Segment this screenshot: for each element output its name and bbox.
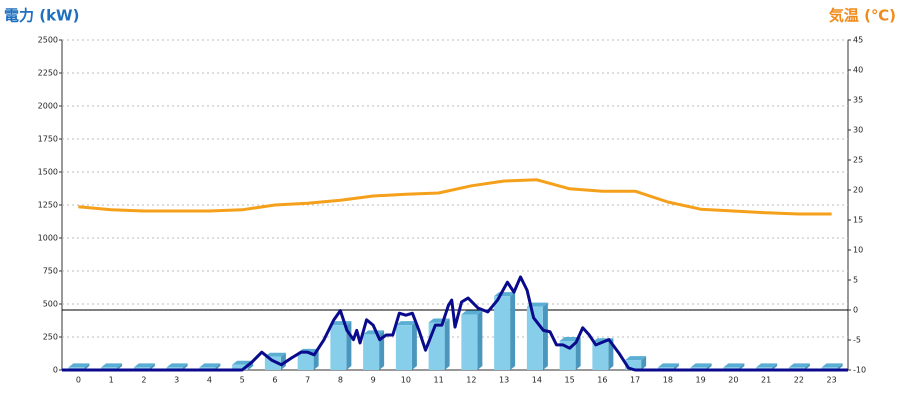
x-tick-label: 6 <box>272 376 277 385</box>
x-tick-label: 7 <box>305 376 310 385</box>
x-tick-label: 22 <box>794 376 804 385</box>
bar-side <box>510 292 516 370</box>
y2-tick-label: 25 <box>853 156 863 165</box>
x-tick-label: 15 <box>565 376 575 385</box>
y-tick-label: 2500 <box>38 36 58 45</box>
bar-side <box>117 363 123 370</box>
bar-top <box>199 363 221 368</box>
y-tick-label: 1250 <box>38 201 58 210</box>
x-tick-label: 17 <box>630 376 640 385</box>
y-axis-title: 電力 (kW) <box>4 7 79 25</box>
bar <box>264 356 281 370</box>
y-tick-label: 1750 <box>38 135 58 144</box>
y2-tick-label: 0 <box>853 306 858 315</box>
x-tick-label: 4 <box>207 376 212 385</box>
x-tick-label: 8 <box>338 376 343 385</box>
x-tick-label: 20 <box>728 376 738 385</box>
x-tick-label: 23 <box>827 376 837 385</box>
x-tick-label: 5 <box>240 376 245 385</box>
bar-side <box>149 363 155 370</box>
x-tick-label: 12 <box>466 376 476 385</box>
bar-side <box>673 363 679 370</box>
bar-side <box>444 318 450 370</box>
bar <box>526 306 543 370</box>
bar <box>461 314 478 370</box>
bar-top <box>101 363 123 368</box>
y2-tick-label: 5 <box>853 276 858 285</box>
bar-top <box>166 363 188 368</box>
y-tick-label: 500 <box>43 300 58 309</box>
x-tick-label: 10 <box>401 376 411 385</box>
x-tick-label: 18 <box>663 376 673 385</box>
x-tick-label: 14 <box>532 376 542 385</box>
y2-axis-title: 気温 (℃) <box>829 7 896 25</box>
bar-side <box>411 321 417 370</box>
x-tick-label: 21 <box>761 376 771 385</box>
bar <box>428 322 445 370</box>
bar-side <box>706 363 712 370</box>
x-tick-label: 19 <box>696 376 706 385</box>
bar-top <box>264 352 286 357</box>
bar-top <box>821 363 843 368</box>
y2-tick-label: 40 <box>853 66 863 75</box>
x-tick-label: 2 <box>141 376 146 385</box>
bar-top <box>723 363 745 368</box>
line <box>62 275 848 372</box>
bar-side <box>84 363 90 370</box>
y2-tick-label: 35 <box>853 96 863 105</box>
bar-top <box>559 336 581 341</box>
y2-tick-label: -5 <box>853 336 861 345</box>
bar-top <box>133 363 155 368</box>
bar-side <box>641 356 647 370</box>
bar <box>592 342 609 370</box>
y-tick-label: 1500 <box>38 168 58 177</box>
x-tick-label: 13 <box>499 376 509 385</box>
y-tick-label: 2000 <box>38 102 58 111</box>
y2-tick-label: 20 <box>853 186 863 195</box>
x-tick-label: 3 <box>174 376 179 385</box>
bar-top <box>395 321 417 326</box>
bar-top <box>625 356 647 361</box>
bar-side <box>542 302 548 370</box>
bar-top <box>690 363 712 368</box>
bar-top <box>756 363 778 368</box>
y2-tick-label: 30 <box>853 126 863 135</box>
bar-side <box>182 363 188 370</box>
bar-top <box>657 363 679 368</box>
bar <box>363 334 380 370</box>
y-tick-label: 1000 <box>38 234 58 243</box>
bar <box>395 325 412 370</box>
x-tick-label: 9 <box>371 376 376 385</box>
bar-side <box>837 363 843 370</box>
bar-side <box>215 363 221 370</box>
bar <box>330 325 347 370</box>
y-tick-label: 750 <box>43 267 58 276</box>
bar-side <box>804 363 810 370</box>
y-tick-label: 2250 <box>38 69 58 78</box>
bar-top <box>461 310 483 315</box>
bar <box>232 364 249 370</box>
x-tick-label: 0 <box>76 376 81 385</box>
y-tick-label: 250 <box>43 333 58 342</box>
bar-top <box>363 330 385 335</box>
y2-tick-label: 15 <box>853 216 863 225</box>
bar-top <box>68 363 90 368</box>
y-tick-label: 0 <box>53 366 58 375</box>
bar-side <box>477 310 483 370</box>
bar <box>297 352 314 370</box>
bar <box>494 296 511 370</box>
bar-top <box>788 363 810 368</box>
x-tick-label: 11 <box>434 376 444 385</box>
x-tick-label: 16 <box>597 376 607 385</box>
bar-side <box>575 336 581 370</box>
bar <box>625 360 642 370</box>
bar-side <box>739 363 745 370</box>
line <box>78 178 832 216</box>
bar-side <box>772 363 778 370</box>
x-tick-label: 1 <box>109 376 114 385</box>
y2-tick-label: 10 <box>853 246 863 255</box>
y2-tick-label: -10 <box>853 366 866 375</box>
y2-tick-label: 45 <box>853 36 863 45</box>
